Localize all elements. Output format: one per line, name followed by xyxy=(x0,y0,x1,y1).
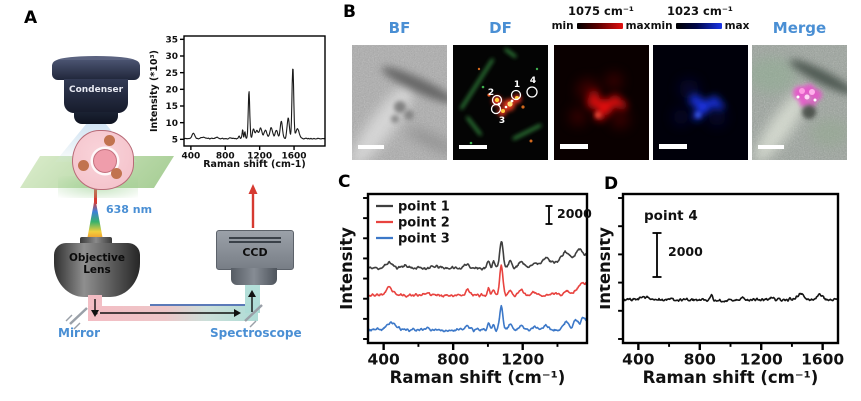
bf-image xyxy=(352,45,447,160)
scale-bar xyxy=(560,144,588,149)
bf-title: BF xyxy=(388,19,411,37)
ccd-label: CCD xyxy=(242,246,268,259)
beam-to-ccd xyxy=(245,283,260,313)
colorbar-1023: 1023 cm⁻¹ min max xyxy=(650,5,750,32)
df-image: 1 2 3 4 xyxy=(453,45,548,160)
objective-label: Objective Lens xyxy=(69,252,125,277)
colorbar-1023-gradient xyxy=(675,22,722,29)
svg-text:point 3: point 3 xyxy=(398,232,450,247)
inset-raman-chart: 400 800 1200 1600 5 10 15 20 25 30 35 Raman shift (… xyxy=(148,28,338,170)
svg-text:30: 30 xyxy=(165,52,178,62)
ccd-slit-line xyxy=(229,237,281,239)
spectroscope-label: Spectroscope xyxy=(210,326,302,340)
svg-text:400: 400 xyxy=(367,351,400,369)
svg-text:1600: 1600 xyxy=(282,152,307,162)
panel-c-label: C xyxy=(338,172,351,192)
svg-text:2000: 2000 xyxy=(557,206,592,221)
colorbar-1075-title: 1075 cm⁻¹ xyxy=(568,4,634,18)
scale-bar xyxy=(459,145,487,149)
svg-text:1200: 1200 xyxy=(501,351,544,369)
objective-lens-graphic xyxy=(54,243,140,297)
panel-a-label: A xyxy=(24,8,38,28)
df-point-1-label: 1 xyxy=(514,80,520,90)
laser-wavelength-label: 638 nm xyxy=(106,203,153,216)
svg-text:1600: 1600 xyxy=(801,351,844,369)
cell-graphic xyxy=(72,130,134,190)
svg-text:2000: 2000 xyxy=(668,244,703,259)
svg-text:400: 400 xyxy=(181,152,200,162)
svg-text:20: 20 xyxy=(165,85,178,95)
ccd-mount xyxy=(231,268,277,285)
condenser-ring xyxy=(74,112,118,124)
cell-particle xyxy=(104,135,115,146)
merge-image xyxy=(752,45,847,160)
svg-text:800: 800 xyxy=(216,152,235,162)
svg-text:Raman shift (cm⁻¹): Raman shift (cm⁻¹) xyxy=(643,368,819,387)
svg-text:10: 10 xyxy=(165,119,178,129)
colorbar-1075-gradient xyxy=(576,22,623,29)
cell-particle xyxy=(111,168,122,179)
svg-text:1200: 1200 xyxy=(247,152,272,162)
df-point-4-label: 4 xyxy=(530,76,536,86)
colorbar-1075-max: max xyxy=(625,19,651,32)
colorbar-1075-min: min xyxy=(551,19,574,32)
svg-text:Intensity: Intensity xyxy=(600,227,614,310)
colorbar-1023-title: 1023 cm⁻¹ xyxy=(667,4,733,18)
cell-particle xyxy=(78,160,89,171)
svg-text:25: 25 xyxy=(165,69,178,79)
svg-text:5: 5 xyxy=(172,135,178,145)
df-point-2-label: 2 xyxy=(488,88,494,98)
svg-text:Raman shift (cm-1): Raman shift (cm-1) xyxy=(203,159,306,170)
beam-blue-line xyxy=(150,304,254,306)
svg-text:point 2: point 2 xyxy=(398,216,450,231)
raman-1023-map xyxy=(653,45,748,160)
svg-text:400: 400 xyxy=(622,351,655,369)
svg-text:35: 35 xyxy=(165,35,178,45)
objective-neck xyxy=(80,237,112,245)
svg-text:1200: 1200 xyxy=(740,351,783,369)
condenser-flange xyxy=(52,60,140,80)
merge-title: Merge xyxy=(772,19,827,37)
rainbow-beam xyxy=(87,202,103,240)
svg-text:Intensity: Intensity xyxy=(340,227,356,310)
svg-text:800: 800 xyxy=(437,351,470,369)
ccd-slit-line xyxy=(229,241,281,243)
condenser-body xyxy=(64,79,128,113)
panel-c-chart: 400 800 1200 Raman shift (cm⁻¹) Intensity poi… xyxy=(337,176,595,401)
condenser-label: Condenser xyxy=(68,85,124,95)
ccd-graphic: CCD xyxy=(216,230,294,270)
svg-text:point 1: point 1 xyxy=(398,200,450,215)
svg-text:Raman shift (cm⁻¹): Raman shift (cm⁻¹) xyxy=(390,368,566,387)
scale-bar xyxy=(659,144,687,149)
panel-d-label: D xyxy=(604,174,619,194)
scale-bar xyxy=(758,145,784,149)
scale-bar xyxy=(358,145,384,149)
colorbar-1075: 1075 cm⁻¹ min max xyxy=(551,5,651,32)
colorbar-1023-max: max xyxy=(724,19,750,32)
svg-text:Intensity (*10³): Intensity (*10³) xyxy=(149,50,160,132)
svg-text:15: 15 xyxy=(165,102,178,112)
df-point-3-label: 3 xyxy=(499,116,505,126)
beam-horizontal xyxy=(88,306,258,321)
panel-b-label: B xyxy=(343,2,356,22)
colorbar-1023-min: min xyxy=(650,19,673,32)
raman-1075-map xyxy=(554,45,649,160)
svg-text:800: 800 xyxy=(684,351,717,369)
df-title: DF xyxy=(489,19,512,37)
panel-d-chart: 400 800 1200 1600 Raman shift (cm⁻¹) Intensit… xyxy=(595,176,855,401)
mirror-label: Mirror xyxy=(58,326,101,340)
svg-text:point 4: point 4 xyxy=(644,208,698,224)
